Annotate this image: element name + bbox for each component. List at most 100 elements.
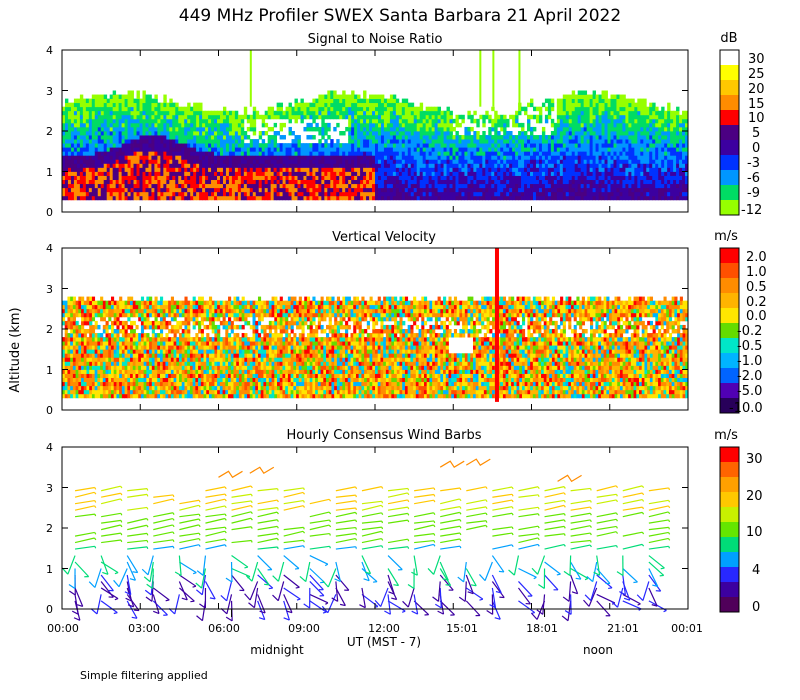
- snr-cell: [562, 191, 567, 197]
- snr-cell: [372, 163, 376, 168]
- snr-cell: [380, 187, 385, 193]
- snr-cell: [85, 191, 90, 197]
- snr-cell: [324, 187, 328, 193]
- snr-cell: [538, 118, 543, 124]
- snr-cell: [130, 155, 134, 160]
- snr-cell: [285, 151, 289, 156]
- snr-cell: [217, 139, 221, 144]
- snr-cell: [348, 167, 352, 172]
- snr-cell: [455, 179, 459, 185]
- snr-cell: [88, 139, 93, 144]
- snr-cell: [664, 187, 668, 193]
- snr-cell: [219, 183, 224, 189]
- snr-cell: [491, 147, 495, 152]
- snr-cell: [589, 195, 594, 201]
- snr-cell: [109, 187, 114, 193]
- snr-cell: [652, 139, 656, 144]
- snr-cell: [491, 179, 495, 185]
- snr-cell: [62, 114, 66, 120]
- snr-cell: [443, 135, 447, 140]
- snr-cell: [494, 147, 498, 152]
- snr-cell: [389, 106, 394, 112]
- snr-cell: [172, 126, 176, 132]
- snr-cell: [222, 106, 227, 112]
- snr-cell: [97, 122, 102, 128]
- snr-cell: [94, 114, 99, 120]
- snr-cell: [175, 131, 179, 136]
- snr-cell: [297, 151, 301, 156]
- snr-cell: [497, 118, 501, 124]
- snr-cell: [497, 179, 501, 185]
- snr-cell: [252, 118, 257, 124]
- snr-cell: [649, 167, 653, 172]
- snr-cell: [464, 131, 468, 136]
- snr-cell: [425, 151, 430, 156]
- snr-cell: [550, 179, 555, 185]
- velocity-cell: [70, 308, 74, 314]
- snr-cell: [112, 171, 117, 176]
- snr-cell: [586, 195, 591, 201]
- snr-cell: [380, 147, 385, 152]
- snr-cell: [538, 183, 543, 189]
- snr-cell: [73, 179, 78, 185]
- snr-cell: [211, 151, 215, 156]
- snr-axis-ticks: [61, 49, 689, 213]
- snr-cell: [658, 110, 662, 116]
- snr-cell: [109, 163, 114, 168]
- snr-cell: [175, 110, 179, 116]
- snr-cell: [294, 151, 298, 156]
- snr-cell: [625, 118, 629, 124]
- snr-cell: [181, 195, 185, 201]
- snr-cell: [234, 147, 239, 152]
- snr-cell: [434, 171, 438, 176]
- snr-cell: [616, 131, 620, 136]
- snr-cell: [449, 118, 453, 124]
- snr-cell: [222, 191, 227, 197]
- snr-cell: [470, 191, 474, 197]
- snr-cell: [294, 114, 298, 120]
- snr-cell: [124, 195, 128, 201]
- snr-cell: [166, 159, 170, 164]
- snr-cell: [62, 139, 66, 144]
- snr-cell: [181, 155, 185, 160]
- snr-cell: [488, 175, 492, 180]
- snr-cell: [658, 187, 662, 193]
- snr-cell: [595, 94, 599, 99]
- snr-cell: [404, 143, 409, 148]
- snr-cell: [354, 179, 358, 185]
- snr-cell: [515, 147, 519, 152]
- snr-cell: [452, 155, 456, 160]
- snr-cell: [348, 122, 352, 128]
- velocity-cell: [62, 337, 66, 342]
- snr-cell: [139, 102, 143, 108]
- snr-cell: [401, 139, 406, 144]
- snr-cell: [306, 179, 310, 185]
- snr-cell: [279, 102, 283, 108]
- snr-cell: [357, 143, 361, 148]
- snr-cell: [547, 102, 552, 108]
- snr-cell: [410, 195, 415, 201]
- snr-cell: [115, 102, 120, 108]
- snr-cell: [267, 143, 272, 148]
- snr-cell: [139, 131, 143, 136]
- snr-cell: [154, 151, 158, 156]
- snr-cell: [184, 175, 188, 180]
- velocity-cell: [62, 345, 66, 350]
- snr-cell: [327, 191, 331, 197]
- snr-cell: [610, 94, 614, 99]
- snr-cell: [482, 163, 486, 168]
- snr-cell: [303, 187, 307, 193]
- snr-cell: [306, 110, 310, 116]
- snr-cell: [673, 139, 677, 144]
- snr-cell: [443, 187, 447, 193]
- snr-cell: [79, 131, 84, 136]
- snr-cell: [506, 151, 510, 156]
- snr-cell: [157, 175, 161, 180]
- snr-cell: [503, 118, 507, 124]
- snr-cell: [67, 143, 72, 148]
- snr-cell: [652, 171, 656, 176]
- snr-cell: [637, 163, 641, 168]
- snr-cell: [246, 183, 251, 189]
- snr-cell: [336, 179, 340, 185]
- snr-cell: [395, 102, 400, 108]
